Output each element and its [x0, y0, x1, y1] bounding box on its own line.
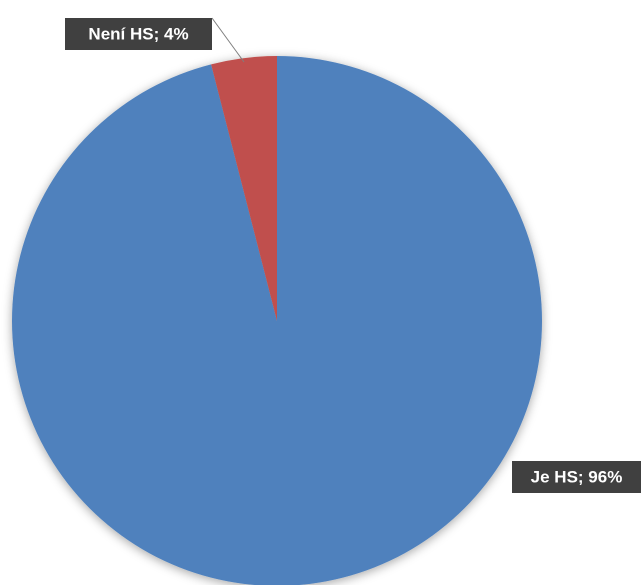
data-label: Je HS; 96%	[531, 467, 623, 486]
data-label-box	[65, 18, 212, 50]
data-label: Není HS; 4%	[88, 24, 188, 43]
pie	[12, 56, 542, 585]
leader-line	[211, 17, 245, 63]
data-label-box	[512, 461, 641, 493]
pie-slice	[12, 56, 542, 585]
pie-slice	[211, 56, 277, 321]
